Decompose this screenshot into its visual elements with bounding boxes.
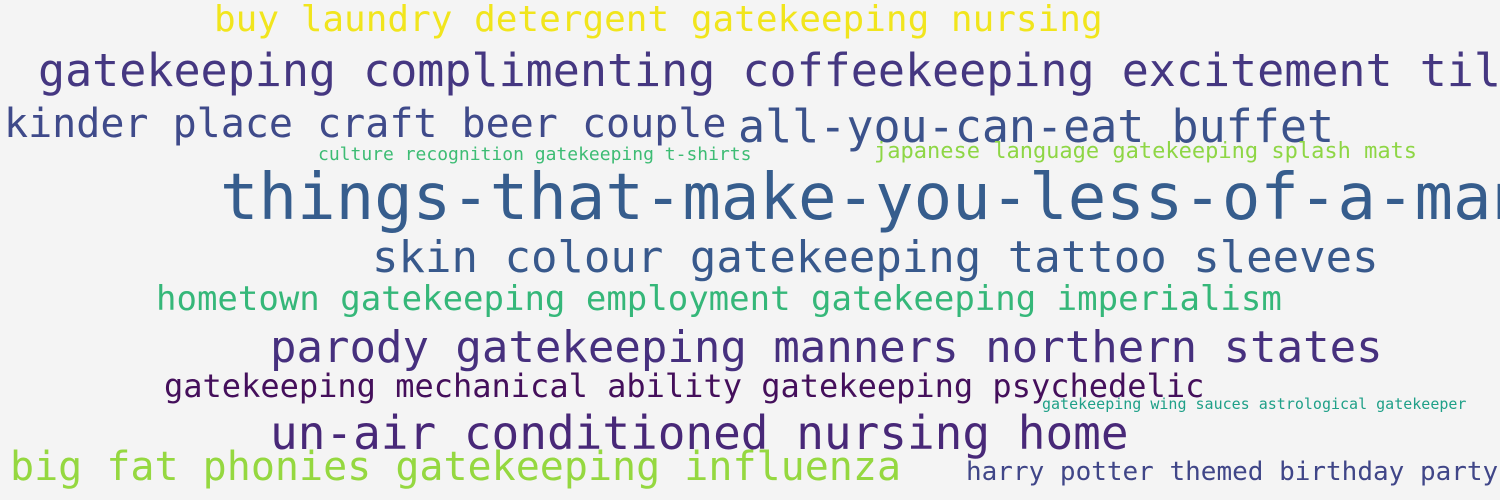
word-cloud-phrase: skin colour gatekeeping tattoo sleeves — [372, 232, 1379, 283]
word-cloud-phrase: un-air conditioned nursing home — [270, 406, 1129, 460]
word-cloud-phrase: japanese language gatekeeping splash mat… — [874, 139, 1418, 164]
word-cloud-phrase: culture recognition gatekeeping t-shirts — [318, 144, 752, 165]
word-cloud-phrase: harry potter themed birthday party — [966, 457, 1499, 487]
word-cloud-phrase: parody gatekeeping manners northern stat… — [270, 322, 1383, 373]
word-cloud-phrase: gatekeeping complimenting coffeekeeping … — [38, 44, 1500, 97]
word-cloud-phrase: gatekeeping wing sauces astrological gat… — [1042, 395, 1467, 413]
word-cloud-phrase: big fat phonies gatekeeping influenza — [10, 444, 902, 490]
word-cloud-phrase: hometown gatekeeping employment gatekeep… — [156, 279, 1282, 319]
word-cloud-phrase: gatekeeping mechanical ability gatekeepi… — [164, 367, 1205, 405]
word-cloud-phrase: buy laundry detergent gatekeeping nursin… — [214, 0, 1103, 40]
word-cloud-phrase: all-you-can-eat buffet — [738, 100, 1335, 153]
word-cloud-phrase: kinder place craft beer couple — [4, 101, 727, 147]
word-cloud-phrase: things-that-make-you-less-of-a-man — [220, 161, 1500, 235]
